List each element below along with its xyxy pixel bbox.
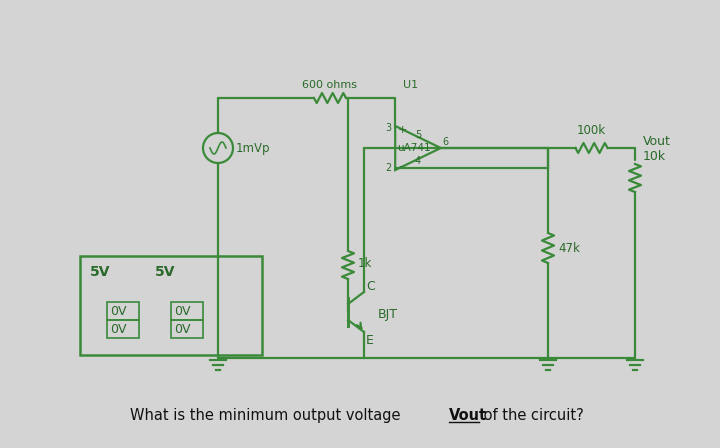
Text: 600 ohms: 600 ohms — [302, 80, 358, 90]
Text: 5: 5 — [415, 130, 421, 140]
Text: 5V: 5V — [90, 265, 110, 279]
Text: 0V: 0V — [110, 323, 127, 336]
Text: 1k: 1k — [358, 257, 372, 270]
Text: Vout: Vout — [643, 134, 671, 147]
Text: 2: 2 — [385, 163, 391, 173]
Text: 0V: 0V — [174, 305, 191, 318]
Text: U1: U1 — [402, 80, 418, 90]
Text: 3: 3 — [385, 123, 391, 133]
Text: C: C — [366, 280, 374, 293]
Text: What is the minimum output voltage: What is the minimum output voltage — [130, 408, 405, 422]
Text: Vout: Vout — [449, 408, 487, 422]
Text: 0V: 0V — [174, 323, 191, 336]
Text: uA741: uA741 — [397, 143, 431, 153]
Text: 5V: 5V — [155, 265, 176, 279]
Text: 10k: 10k — [643, 150, 666, 163]
Text: BJT: BJT — [378, 307, 398, 320]
Text: of the circuit?: of the circuit? — [479, 408, 584, 422]
Text: 100k: 100k — [577, 124, 606, 137]
Text: -: - — [398, 161, 402, 171]
Text: 0V: 0V — [110, 305, 127, 318]
Text: 4: 4 — [415, 156, 421, 166]
Text: 1mVp: 1mVp — [236, 142, 271, 155]
Text: 47k: 47k — [558, 241, 580, 254]
Text: E: E — [366, 333, 374, 346]
Text: 6: 6 — [443, 137, 449, 147]
Text: +: + — [398, 125, 408, 135]
